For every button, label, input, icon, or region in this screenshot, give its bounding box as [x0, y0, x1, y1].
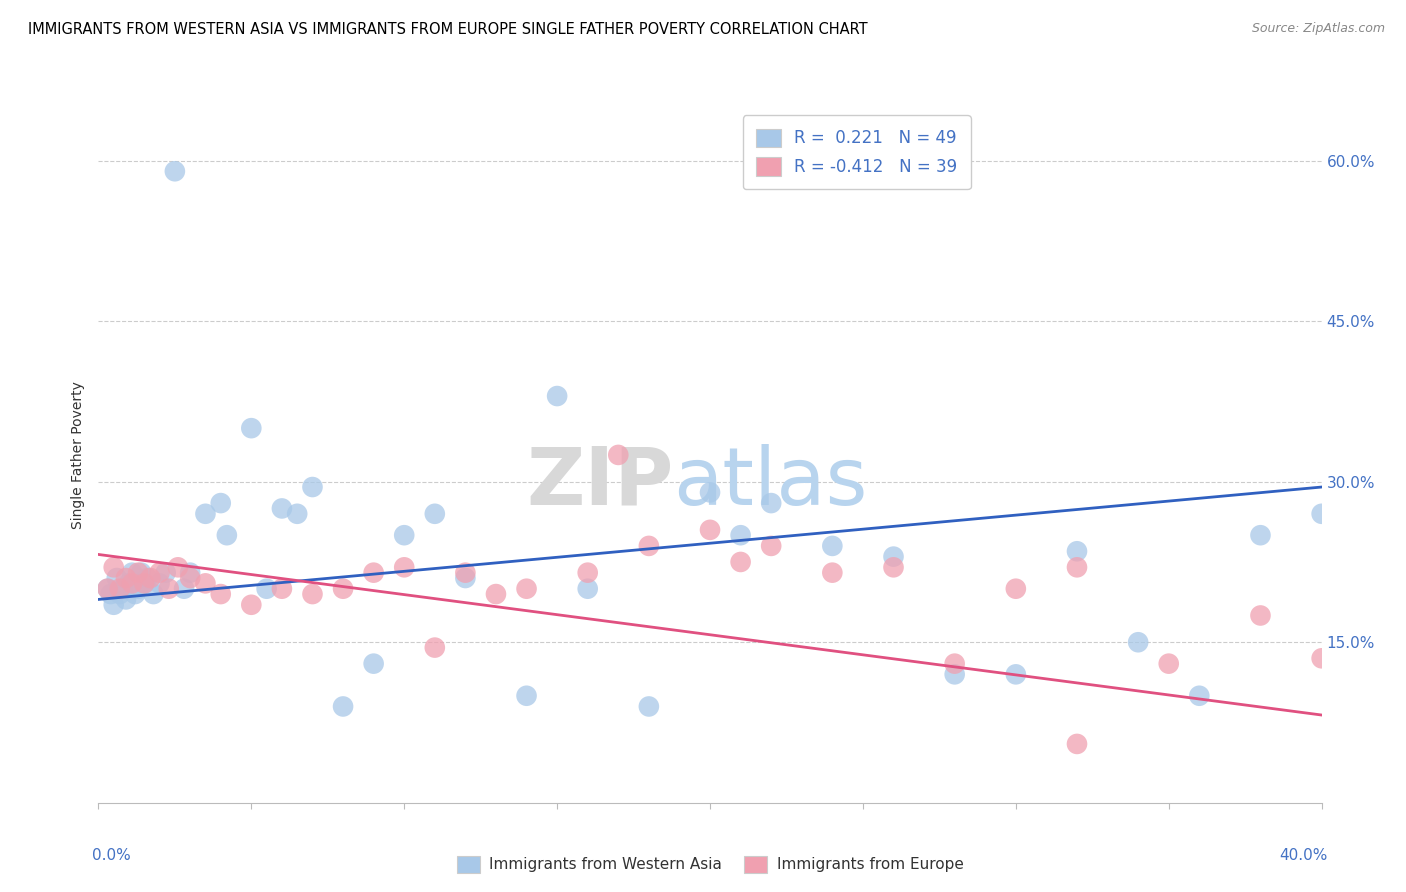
Point: [124, 587, 146, 601]
Point: [173, 582, 195, 596]
Point: [423, 507, 446, 521]
Point: [332, 699, 354, 714]
Point: [118, 576, 141, 591]
Text: ZIP: ZIP: [526, 443, 673, 522]
Point: [485, 587, 508, 601]
Point: [111, 582, 134, 596]
Point: [363, 657, 385, 671]
Point: [285, 507, 308, 521]
Point: [546, 389, 568, 403]
Point: [136, 571, 159, 585]
Point: [423, 640, 446, 655]
Point: [454, 571, 477, 585]
Point: [115, 592, 138, 607]
Point: [637, 699, 661, 714]
Point: [699, 485, 721, 500]
Point: [139, 571, 162, 585]
Point: [1188, 689, 1211, 703]
Point: [607, 448, 630, 462]
Point: [108, 587, 131, 601]
Point: [759, 539, 782, 553]
Point: [1249, 528, 1271, 542]
Text: atlas: atlas: [673, 443, 868, 522]
Point: [121, 576, 143, 591]
Point: [97, 582, 120, 596]
Point: [179, 571, 201, 585]
Point: [392, 528, 416, 542]
Point: [134, 576, 156, 591]
Point: [194, 507, 217, 521]
Point: [127, 582, 149, 596]
Point: [270, 582, 292, 596]
Point: [699, 523, 721, 537]
Point: [127, 566, 149, 580]
Point: [516, 689, 538, 703]
Point: [97, 582, 120, 596]
Point: [209, 587, 232, 601]
Point: [240, 598, 263, 612]
Point: [270, 501, 292, 516]
Point: [103, 598, 125, 612]
Point: [1249, 608, 1271, 623]
Text: Source: ZipAtlas.com: Source: ZipAtlas.com: [1251, 22, 1385, 36]
Point: [516, 582, 538, 596]
Point: [454, 566, 477, 580]
Point: [155, 566, 177, 580]
Point: [730, 528, 752, 542]
Point: [240, 421, 263, 435]
Legend: Immigrants from Western Asia, Immigrants from Europe: Immigrants from Western Asia, Immigrants…: [450, 850, 970, 879]
Point: [129, 566, 152, 580]
Text: 40.0%: 40.0%: [1279, 848, 1327, 863]
Point: [105, 571, 128, 585]
Point: [576, 582, 599, 596]
Point: [332, 582, 354, 596]
Point: [821, 566, 844, 580]
Point: [100, 587, 122, 601]
Point: [576, 566, 599, 580]
Point: [157, 582, 180, 596]
Point: [163, 164, 186, 178]
Point: [108, 582, 131, 596]
Point: [215, 528, 238, 542]
Y-axis label: Single Father Poverty: Single Father Poverty: [72, 381, 86, 529]
Point: [1004, 582, 1026, 596]
Point: [759, 496, 782, 510]
Point: [149, 566, 172, 580]
Point: [883, 549, 905, 564]
Point: [301, 587, 323, 601]
Point: [1128, 635, 1150, 649]
Point: [1157, 657, 1180, 671]
Point: [179, 566, 201, 580]
Point: [1066, 544, 1088, 558]
Point: [149, 576, 172, 591]
Point: [134, 576, 156, 591]
Point: [1310, 507, 1333, 521]
Point: [883, 560, 905, 574]
Point: [209, 496, 232, 510]
Point: [392, 560, 416, 574]
Point: [1310, 651, 1333, 665]
Point: [194, 576, 217, 591]
Point: [167, 560, 190, 574]
Point: [730, 555, 752, 569]
Point: [121, 566, 143, 580]
Point: [256, 582, 278, 596]
Point: [103, 560, 125, 574]
Point: [943, 667, 966, 681]
Point: [301, 480, 323, 494]
Point: [363, 566, 385, 580]
Point: [115, 571, 138, 585]
Point: [821, 539, 844, 553]
Point: [637, 539, 661, 553]
Point: [1066, 560, 1088, 574]
Point: [1004, 667, 1026, 681]
Text: 0.0%: 0.0%: [93, 848, 131, 863]
Point: [142, 587, 165, 601]
Point: [1066, 737, 1088, 751]
Point: [943, 657, 966, 671]
Text: IMMIGRANTS FROM WESTERN ASIA VS IMMIGRANTS FROM EUROPE SINGLE FATHER POVERTY COR: IMMIGRANTS FROM WESTERN ASIA VS IMMIGRAN…: [28, 22, 868, 37]
